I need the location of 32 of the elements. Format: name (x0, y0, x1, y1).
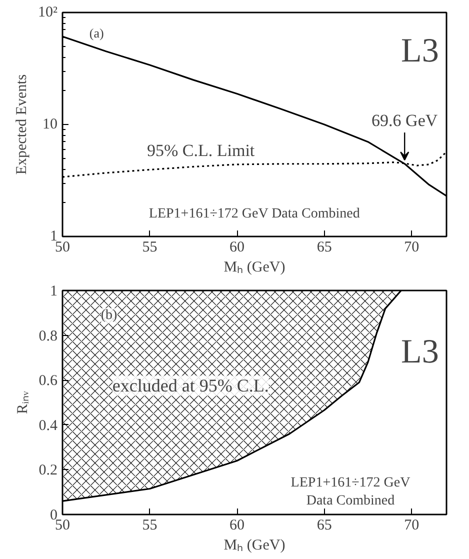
y-tick-label: 0.8 (38, 328, 58, 344)
y-tick-label: 0.6 (38, 373, 58, 390)
y-axis-title: Rᵢₙᵥ (14, 390, 31, 414)
x-tick-label: 55 (142, 240, 158, 256)
annotation: (a) (89, 26, 104, 41)
x-tick-label: 65 (316, 518, 332, 534)
y-tick-label: 0 (50, 508, 58, 524)
annotation: L3 (401, 32, 439, 70)
x-tick-label: 55 (142, 518, 158, 534)
annotation: L3 (401, 333, 439, 370)
annotation: 69.6 GeV (372, 111, 438, 130)
x-tick-label: 65 (316, 240, 332, 256)
x-tick-label: 70 (404, 240, 420, 256)
x-axis-title: Mₕ (GeV) (224, 260, 286, 276)
x-tick-label: 60 (230, 240, 245, 256)
annotation: excluded at 95% C.L. (112, 376, 269, 396)
x-tick-label: 50 (55, 240, 70, 256)
annotation: 95% C.L. Limit (146, 141, 255, 160)
annotation: LEP1+161÷172 GeV Data Combined (148, 206, 360, 222)
x-axis-title: Mₕ (GeV) (224, 538, 286, 554)
y-tick-label: 0.2 (38, 462, 58, 479)
x-tick-label: 50 (55, 518, 70, 534)
y-tick-label: 1 (50, 228, 58, 244)
x-tick-label: 60 (230, 518, 245, 534)
y-tick-label: 0.4 (38, 418, 58, 434)
annotation: LEP1+161÷172 GeV Data Combined (290, 475, 410, 508)
y-axis-title: Expected Events (14, 74, 30, 175)
x-tick-label: 70 (404, 518, 420, 534)
annotation: (b) (100, 308, 118, 324)
y-tick-label: 10² (38, 4, 58, 20)
y-tick-label: 1 (50, 284, 58, 300)
y-tick-label: 10 (42, 116, 58, 132)
